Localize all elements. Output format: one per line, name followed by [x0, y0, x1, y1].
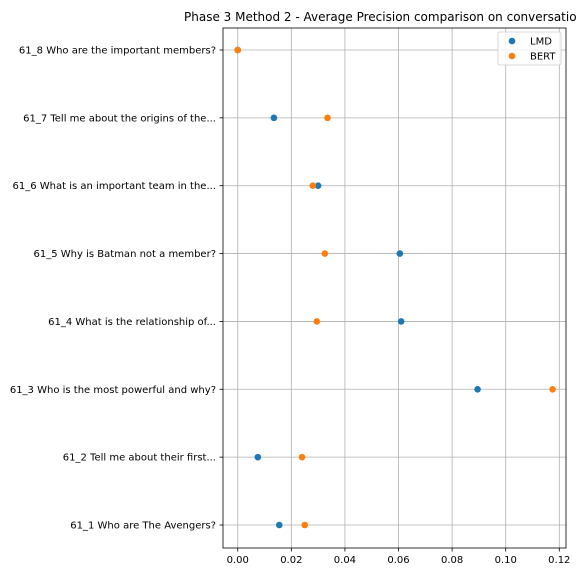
x-tick-label: 0.02 — [280, 555, 302, 566]
lmd-point — [397, 318, 405, 325]
point-layer — [234, 46, 556, 529]
plot-area-frame — [222, 27, 567, 549]
y-tick-label: 61_1 Who are The Avengers? — [70, 521, 216, 532]
legend-label-bert: BERT — [530, 52, 556, 63]
lmd-point — [314, 182, 322, 190]
grid-layer — [223, 28, 566, 548]
x-tick-label: 0.06 — [387, 555, 409, 566]
lmd-point — [396, 250, 404, 257]
legend-marker-bert — [508, 52, 516, 60]
x-tick-label: 0.04 — [334, 555, 356, 566]
y-tick-label: 61_4 What is the relationship of... — [48, 317, 216, 328]
y-tick-label: 61_2 Tell me about their first... — [63, 453, 216, 464]
x-tick-label: 0.12 — [548, 555, 570, 566]
bert-point — [549, 385, 556, 393]
bert-point — [321, 250, 329, 257]
legend: LMD BERT — [497, 31, 562, 66]
legend-label-lmd: LMD — [530, 37, 552, 48]
bert-point — [301, 521, 309, 529]
lmd-point — [474, 385, 481, 393]
bert-point — [234, 46, 242, 54]
lmd-point — [275, 521, 283, 529]
y-tick-label: 61_6 What is an important team in the... — [13, 181, 216, 192]
x-tick-label: 0.00 — [227, 555, 249, 566]
y-tick-label: 61_7 Tell me about the origins of the... — [23, 113, 216, 124]
chart-title: Phase 3 Method 2 - Average Precision com… — [184, 10, 576, 24]
x-tick-label: 0.08 — [441, 555, 463, 566]
legend-marker-lmd — [508, 37, 516, 45]
bert-point — [298, 453, 306, 461]
y-tick-label: 61_3 Who is the most powerful and why? — [10, 385, 216, 396]
y-tick-label: 61_5 Why is Batman not a member? — [34, 249, 216, 260]
bert-point — [309, 182, 317, 190]
lmd-point — [254, 453, 262, 461]
lmd-point — [270, 114, 278, 122]
bert-point — [313, 318, 321, 325]
legend-entries: LMD BERT — [508, 37, 556, 63]
x-tick-label: 0.10 — [495, 555, 517, 566]
tick-layer: 0.00 0.02 0.04 0.06 0.08 0.10 0.12 61_1 Who are… — [10, 46, 571, 567]
y-tick-label: 61_8 Who are the important members? — [19, 46, 216, 57]
bert-point — [324, 114, 331, 122]
